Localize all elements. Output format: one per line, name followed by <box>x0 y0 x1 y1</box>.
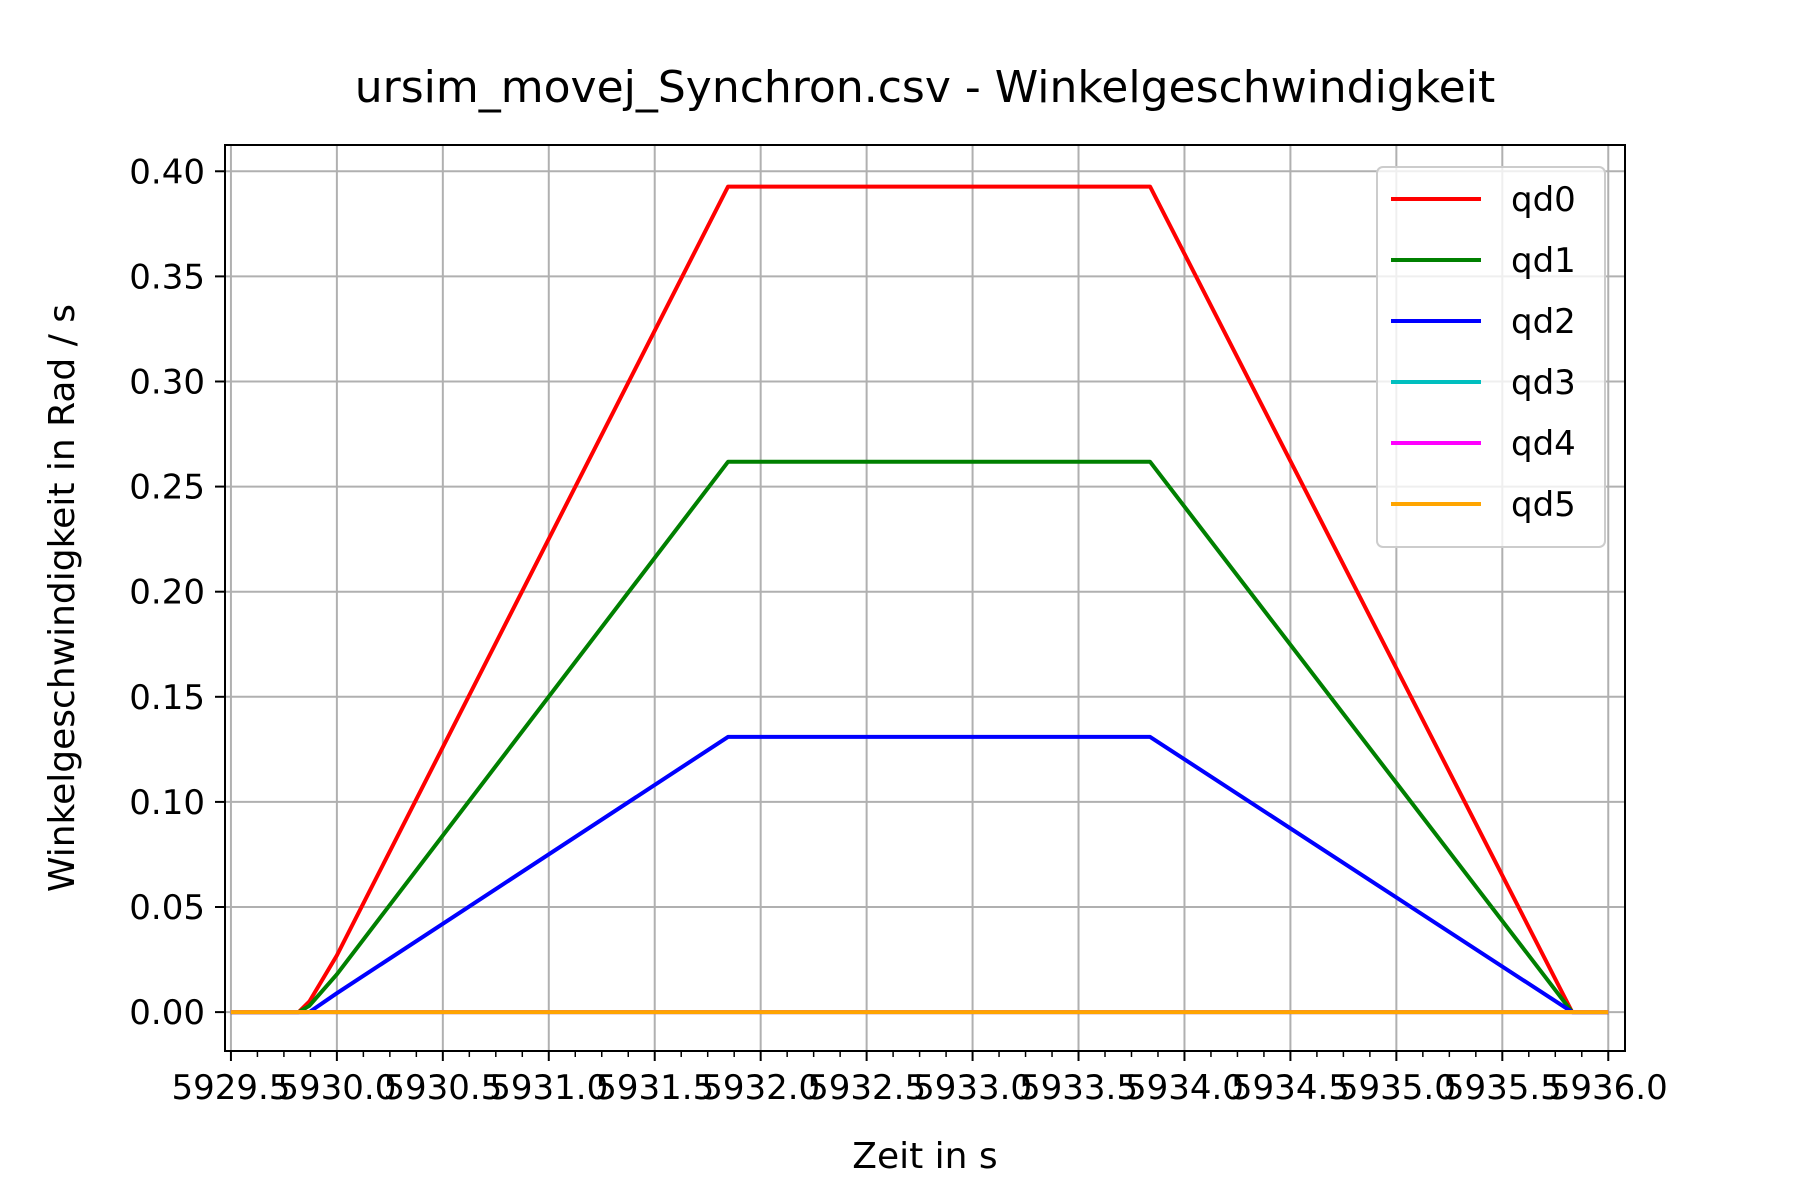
x-tick-label: 5935.5 <box>1443 1068 1562 1108</box>
x-tick-label: 5934.0 <box>1125 1068 1244 1108</box>
legend-label-qd5: qd5 <box>1511 485 1576 525</box>
y-tick-label: 0.35 <box>129 257 205 297</box>
x-tick-label: 5929.5 <box>171 1068 290 1108</box>
y-tick-label: 0.10 <box>129 783 205 823</box>
legend-label-qd3: qd3 <box>1511 363 1576 403</box>
legend-label-qd0: qd0 <box>1511 180 1576 220</box>
axis-ticks: 5929.55930.05930.55931.05931.55932.05932… <box>129 152 1667 1108</box>
x-tick-label: 5935.0 <box>1337 1068 1456 1108</box>
y-axis-label: Winkelgeschwindigkeit in Rad / s <box>42 304 83 892</box>
y-tick-label: 0.20 <box>129 573 205 613</box>
x-tick-label: 5930.5 <box>383 1068 502 1108</box>
x-tick-label: 5932.0 <box>701 1068 820 1108</box>
y-tick-label: 0.05 <box>129 888 205 928</box>
legend-label-qd2: qd2 <box>1511 302 1576 342</box>
y-tick-label: 0.30 <box>129 362 205 402</box>
y-tick-label: 0.40 <box>129 152 205 192</box>
x-tick-label: 5934.5 <box>1231 1068 1350 1108</box>
y-tick-label: 0.25 <box>129 468 205 508</box>
plot-lines <box>230 184 1609 1015</box>
x-tick-label: 5933.0 <box>913 1068 1032 1108</box>
x-tick-label: 5930.0 <box>277 1068 396 1108</box>
legend: qd0 qd1 qd2 qd3 qd4 qd5 <box>1376 166 1606 548</box>
x-tick-label: 5932.5 <box>807 1068 926 1108</box>
x-tick-label: 5933.5 <box>1019 1068 1138 1108</box>
chart-title: ursim_movej_Synchron.csv - Winkelgeschwi… <box>355 62 1495 113</box>
y-tick-label: 0.00 <box>129 993 205 1033</box>
x-tick-label: 5931.5 <box>595 1068 714 1108</box>
y-tick-label: 0.15 <box>129 678 205 718</box>
plot-frame <box>224 144 1626 1052</box>
x-tick-label: 5931.0 <box>489 1068 608 1108</box>
legend-label-qd1: qd1 <box>1511 241 1576 281</box>
x-axis-label: Zeit in s <box>852 1136 997 1177</box>
x-tick-label: 5936.0 <box>1549 1068 1668 1108</box>
legend-label-qd4: qd4 <box>1511 424 1576 464</box>
